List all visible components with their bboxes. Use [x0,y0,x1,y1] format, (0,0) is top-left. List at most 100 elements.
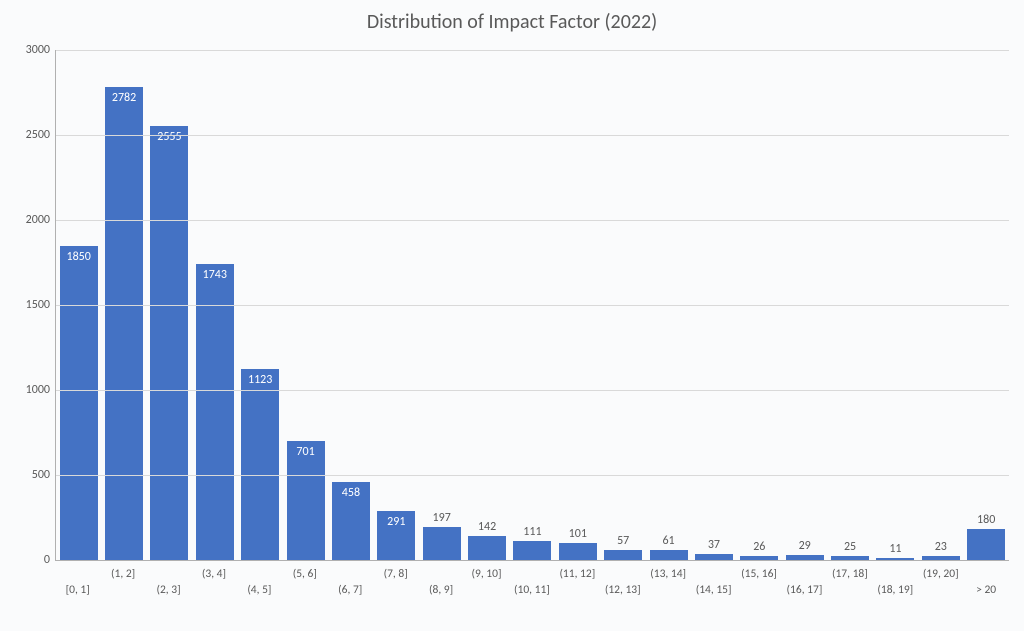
bar: 26 [740,556,778,560]
x-tick-slot: (11, 12] [555,561,600,631]
bar: 37 [695,554,733,560]
x-tick-slot: (3, 4] [191,561,236,631]
x-tick-label: (2, 3] [156,583,180,597]
bar-value-label: 1850 [67,250,91,264]
x-tick-label: (3, 4] [202,567,226,581]
x-tick-slot: (12, 13] [600,561,645,631]
bar-value-label: 2782 [112,91,136,105]
x-tick-label: > 20 [976,583,996,597]
bar: 458 [332,482,370,560]
x-tick-slot: (6, 7] [328,561,373,631]
bar-value-label: 57 [617,534,629,548]
y-tick-label: 2500 [26,128,50,142]
y-tick-label: 500 [32,468,50,482]
bar: 180 [967,529,1005,560]
bar: 701 [287,441,325,560]
bar-value-label: 29 [799,539,811,553]
bar-value-label: 23 [935,540,947,554]
x-tick-label: (9, 10] [472,567,502,581]
bar-value-label: 37 [708,538,720,552]
x-tick-slot: (7, 8] [373,561,418,631]
grid-line [56,135,1009,136]
x-tick-slot: (18, 19] [873,561,918,631]
plot-area: 1850278225551743112370145829119714211110… [55,50,1009,561]
x-tick-slot: > 20 [963,561,1008,631]
x-tick-label: (10, 11] [514,583,550,597]
x-tick-label: (14, 15] [696,583,732,597]
bar: 29 [786,555,824,560]
bar-value-label: 1123 [248,373,272,387]
y-tick-label: 0 [44,553,50,567]
chart-title: Distribution of Impact Factor (2022) [0,0,1024,40]
x-tick-label: (6, 7] [338,583,362,597]
bar: 1123 [241,369,279,560]
x-tick-slot: (14, 15] [691,561,736,631]
x-tick-slot: (13, 14] [645,561,690,631]
x-tick-slot: (1, 2] [100,561,145,631]
bar: 101 [559,543,597,560]
bar-value-label: 25 [844,540,856,554]
bar: 57 [604,550,642,560]
bar: 11 [876,558,914,560]
x-tick-slot: (8, 9] [418,561,463,631]
y-tick-label: 2000 [26,213,50,227]
x-tick-label: (13, 14] [650,567,686,581]
bar-value-label: 111 [523,525,541,539]
y-tick-label: 1000 [26,383,50,397]
x-tick-label: [0, 1] [66,583,90,597]
bar: 1743 [196,264,234,560]
bar-value-label: 180 [977,513,995,527]
x-tick-label: (1, 2] [111,567,135,581]
x-tick-slot: (16, 17] [782,561,827,631]
bar-value-label: 197 [433,511,451,525]
x-tick-label: (12, 13] [605,583,641,597]
y-tick-label: 1500 [26,298,50,312]
x-tick-slot: (17, 18] [827,561,872,631]
x-tick-label: (18, 19] [877,583,913,597]
x-tick-slot: (5, 6] [282,561,327,631]
x-tick-label: (11, 12] [559,567,595,581]
bar-value-label: 2555 [157,130,181,144]
x-axis-labels: [0, 1] (1, 2] (2, 3] (3, 4] (4, 5] (5, 6] (6, … [55,561,1009,631]
bar: 61 [650,550,688,560]
grid-line [56,220,1009,221]
bar-value-label: 291 [387,515,405,529]
x-tick-slot: (2, 3] [146,561,191,631]
bar: 2555 [150,126,188,560]
y-tick-label: 3000 [26,43,50,57]
x-tick-label: (5, 6] [293,567,317,581]
bar: 1850 [60,246,98,561]
x-tick-slot: (15, 16] [736,561,781,631]
bar-value-label: 101 [569,527,587,541]
bar: 291 [377,511,415,560]
chart-container: Distribution of Impact Factor (2022) 185… [0,0,1024,631]
bar-value-label: 11 [889,542,901,556]
bar: 142 [468,536,506,560]
grid-line [56,475,1009,476]
grid-line [56,390,1009,391]
x-tick-label: (4, 5] [247,583,271,597]
bar-value-label: 142 [478,520,496,534]
x-tick-slot: (19, 20] [918,561,963,631]
bar: 197 [423,527,461,560]
x-tick-slot: (9, 10] [464,561,509,631]
x-tick-label: (7, 8] [384,567,408,581]
x-tick-label: (16, 17] [787,583,823,597]
grid-line [56,305,1009,306]
x-tick-label: (8, 9] [429,583,453,597]
bar-value-label: 26 [753,540,765,554]
x-tick-slot: (10, 11] [509,561,554,631]
bar-value-label: 61 [662,534,674,548]
bar-value-label: 1743 [203,268,227,282]
bar: 2782 [105,87,143,560]
bar-value-label: 458 [342,486,360,500]
bar-value-label: 701 [296,445,314,459]
bar: 111 [513,541,551,560]
x-tick-label: (17, 18] [832,567,868,581]
x-tick-label: (15, 16] [741,567,777,581]
bar: 23 [922,556,960,560]
bar: 25 [831,556,869,560]
x-tick-slot: [0, 1] [55,561,100,631]
x-tick-slot: (4, 5] [237,561,282,631]
x-tick-label: (19, 20] [923,567,959,581]
